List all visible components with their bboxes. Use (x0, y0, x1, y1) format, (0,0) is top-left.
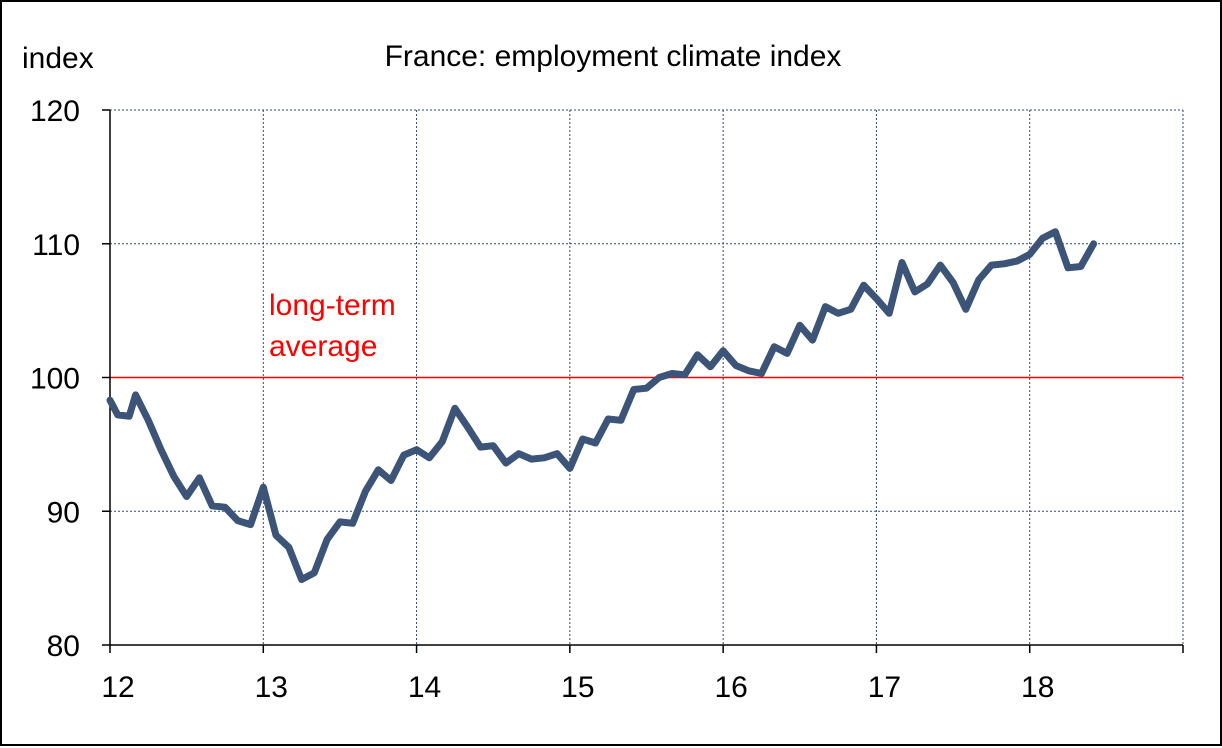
series-group (106, 228, 1098, 583)
x-tick-label: 12 (101, 671, 134, 704)
x-tick-label: 14 (408, 671, 441, 704)
reference-label-line-2: average (269, 330, 377, 363)
y-tick-label: 80 (47, 630, 80, 663)
x-tick-label: 16 (714, 671, 747, 704)
y-axis-unit-label: index (22, 42, 94, 75)
axes (102, 109, 1184, 653)
y-tick-label: 110 (32, 229, 80, 262)
y-tick-label: 120 (30, 95, 80, 128)
x-tick-label: 18 (1021, 671, 1054, 704)
y-tick-labels: 80 90 100 110 120 (30, 95, 80, 663)
chart-title: France: employment climate index (385, 40, 842, 73)
reference-label-line-1: long-term (269, 289, 396, 322)
x-tick-labels: 12 13 14 15 16 17 18 (101, 671, 1054, 704)
y-tick-label: 90 (47, 496, 80, 529)
series-line (106, 228, 1098, 583)
x-tick-label: 13 (255, 671, 288, 704)
x-tick-label: 15 (561, 671, 594, 704)
y-tick-label: 100 (30, 363, 80, 396)
x-tick-label: 17 (868, 671, 901, 704)
